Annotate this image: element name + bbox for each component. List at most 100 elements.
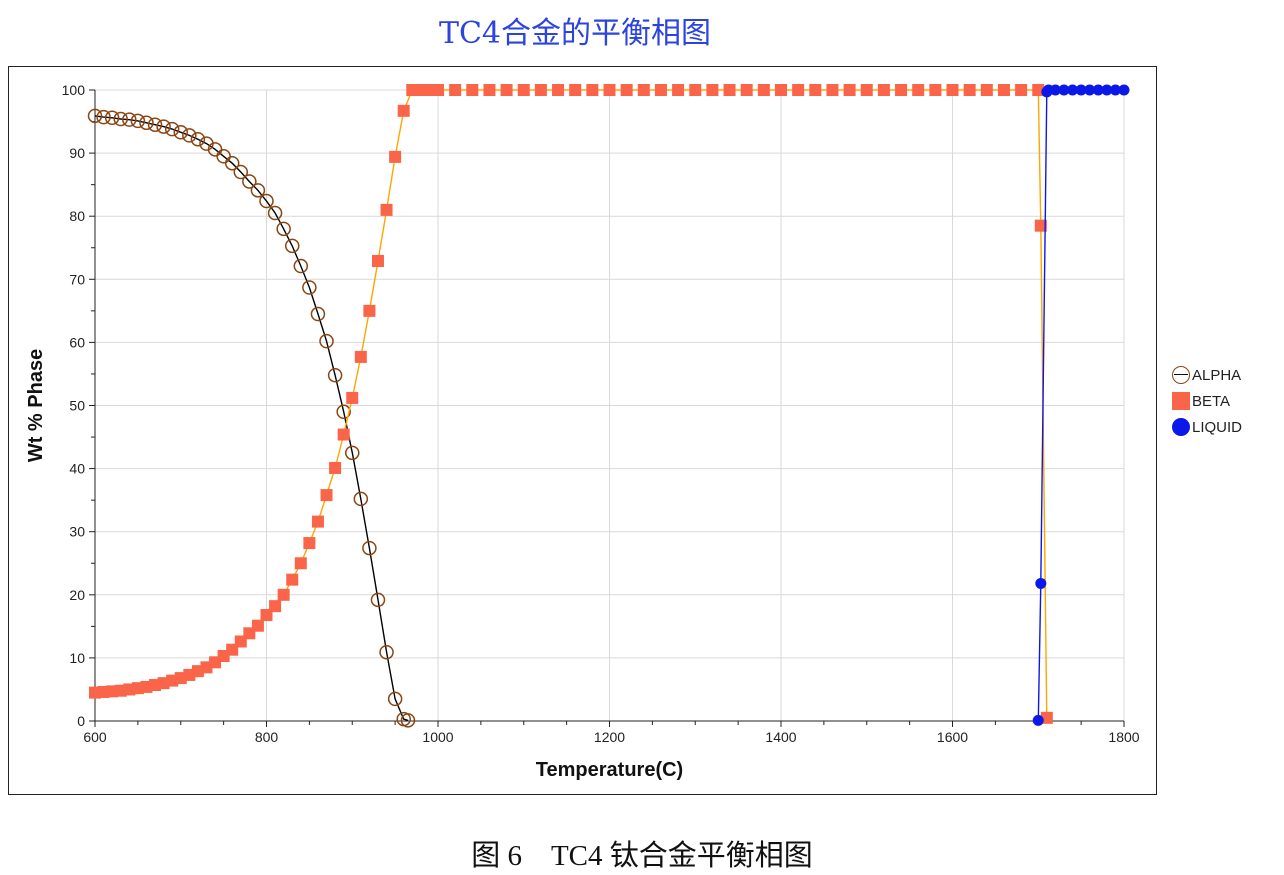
data-point-beta (483, 84, 496, 96)
data-point-alpha (267, 205, 283, 221)
data-point-alpha (156, 119, 171, 134)
y-tick-label: 30 (69, 524, 85, 540)
data-point-alpha (190, 131, 206, 147)
data-point-alpha (327, 367, 343, 383)
y-tick-label: 90 (69, 145, 85, 161)
data-point-beta (569, 84, 582, 96)
data-point-liquid (1084, 84, 1096, 96)
data-point-beta (603, 84, 616, 96)
data-point-beta (757, 84, 770, 96)
data-point-beta (929, 84, 942, 96)
data-point-beta (826, 84, 839, 96)
data-point-beta (997, 84, 1010, 96)
y-tick-label: 60 (69, 334, 85, 350)
x-tick-label: 1800 (1108, 729, 1139, 745)
data-point-beta (672, 84, 685, 96)
data-point-liquid (1075, 84, 1087, 96)
data-point-liquid (1049, 84, 1061, 96)
data-point-beta (277, 588, 290, 601)
x-tick-label: 600 (83, 729, 107, 745)
data-point-alpha (345, 445, 360, 461)
data-point-beta (294, 557, 307, 570)
data-point-liquid (1032, 714, 1044, 726)
data-point-alpha (224, 155, 240, 171)
data-point-alpha (113, 111, 128, 127)
plot-frame (8, 66, 1157, 795)
data-point-alpha (400, 713, 416, 728)
data-point-beta (637, 84, 650, 96)
data-point-liquid (1092, 84, 1104, 96)
data-point-liquid (1067, 84, 1079, 96)
y-tick-label: 10 (69, 650, 85, 666)
data-point-liquid (1101, 84, 1113, 96)
legend-item-liquid[interactable]: LIQUID (1172, 414, 1242, 440)
data-point-alpha (242, 174, 257, 189)
data-point-alpha (147, 117, 163, 132)
data-point-beta (389, 150, 402, 163)
x-tick-label: 1200 (594, 729, 625, 745)
data-point-beta (269, 600, 282, 613)
data-point-beta (354, 350, 367, 363)
open-circle-marker-icon (1172, 366, 1190, 384)
data-point-alpha (164, 121, 180, 137)
data-point-alpha (233, 164, 249, 180)
data-point-alpha (353, 491, 369, 507)
data-point-beta (251, 619, 264, 632)
data-point-beta (723, 84, 736, 96)
data-point-liquid (1118, 84, 1130, 96)
data-point-beta (534, 84, 547, 96)
x-tick-label: 800 (255, 729, 279, 745)
series-line-beta (94, 89, 1048, 718)
data-point-alpha (370, 592, 386, 608)
chart-title: TC4合金的平衡相图 (438, 16, 712, 51)
data-point-alpha (379, 644, 394, 660)
data-point-beta (371, 255, 384, 268)
data-point-alpha (130, 113, 146, 129)
data-point-beta (963, 84, 976, 96)
data-point-beta (809, 84, 822, 96)
y-tick-label: 0 (77, 713, 85, 729)
data-point-beta (1034, 219, 1047, 232)
data-point-beta (654, 84, 667, 96)
data-point-alpha (259, 193, 274, 209)
y-tick-label: 40 (69, 461, 85, 477)
data-point-beta (895, 84, 908, 96)
figure-caption: 图 6 TC4 钛合金平衡相图 (471, 840, 813, 872)
legend-label-liquid: LIQUID (1192, 418, 1243, 436)
data-point-alpha (96, 109, 111, 125)
data-point-beta (380, 203, 393, 216)
data-point-beta (397, 104, 410, 117)
data-point-alpha (362, 540, 377, 556)
data-point-beta (912, 84, 925, 96)
data-point-alpha (284, 238, 300, 254)
data-point-alpha (182, 128, 197, 143)
x-tick-label: 1400 (765, 729, 796, 745)
data-point-beta (500, 84, 513, 96)
legend-item-beta[interactable]: BETA (1172, 388, 1242, 414)
y-axis-label: Wt % Phase (25, 349, 47, 462)
data-point-beta (689, 84, 702, 96)
data-point-beta (946, 84, 959, 96)
data-point-alpha (122, 112, 137, 127)
data-point-beta (706, 84, 719, 96)
data-point-beta (517, 84, 530, 96)
data-point-alpha (173, 125, 188, 140)
data-point-alpha (139, 115, 154, 131)
data-point-beta (303, 537, 316, 550)
data-point-alpha (387, 691, 403, 707)
data-point-alpha (276, 221, 291, 237)
data-point-beta (620, 84, 633, 96)
data-point-alpha (104, 110, 120, 126)
data-point-beta (586, 84, 599, 96)
square-marker-icon (1172, 392, 1190, 410)
data-point-alpha (336, 404, 351, 420)
data-point-alpha (250, 183, 266, 198)
y-tick-label: 20 (69, 587, 85, 603)
data-point-beta (843, 84, 856, 96)
y-tick-label: 50 (69, 398, 85, 414)
chart-legend: ALPHA BETA LIQUID (1172, 362, 1242, 440)
data-point-beta (740, 84, 753, 96)
data-point-beta (346, 391, 359, 404)
legend-item-alpha[interactable]: ALPHA (1172, 362, 1242, 388)
